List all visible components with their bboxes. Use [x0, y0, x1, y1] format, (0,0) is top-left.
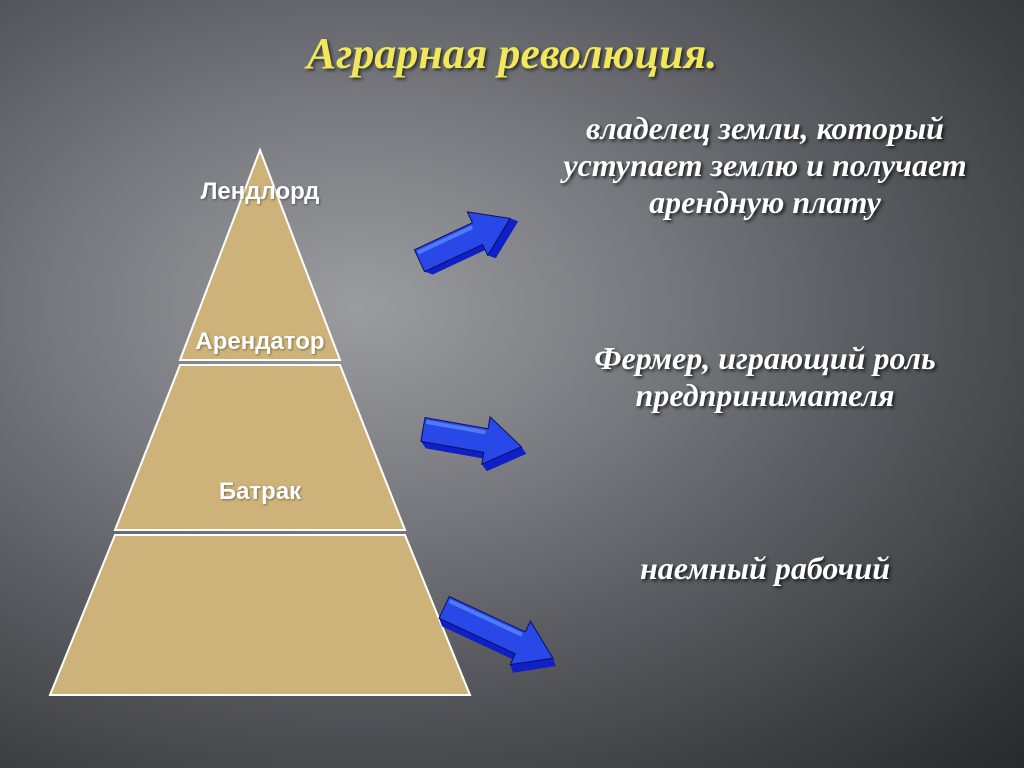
slide-title: Аграрная революция. [0, 28, 1024, 79]
pyramid-label-1-text: Арендатор [195, 328, 324, 355]
pyramid-level-bottom [50, 535, 470, 695]
pyramid-label-1: Арендатор [160, 328, 360, 356]
pyramid-label-2: Батрак [160, 478, 360, 506]
description-2-text: наемный рабочий [640, 550, 890, 586]
pyramid-svg [40, 140, 480, 700]
pyramid-label-0-text: Лендлорд [201, 178, 320, 205]
description-0-text: владелец земли, который уступает землю и… [563, 110, 966, 220]
description-2: наемный рабочий [530, 550, 1000, 587]
description-1-text: Фермер, играющий роль предпринимателя [594, 340, 935, 413]
pyramid-label-2-text: Батрак [219, 478, 301, 505]
description-0: владелец земли, который уступает землю и… [530, 110, 1000, 221]
description-1: Фермер, играющий роль предпринимателя [530, 340, 1000, 414]
title-text: Аграрная революция. [307, 29, 718, 78]
pyramid-label-0: Лендлорд [160, 178, 360, 206]
pyramid-diagram: Лендлорд Арендатор Батрак [40, 140, 480, 700]
